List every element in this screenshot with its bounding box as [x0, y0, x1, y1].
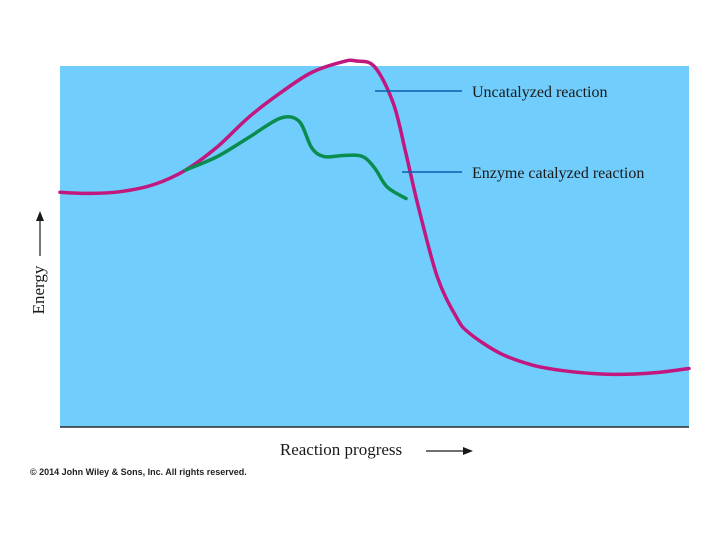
- y-axis-label: Energy: [29, 265, 48, 314]
- annotation-label-uncatalyzed: Uncatalyzed reaction: [472, 84, 607, 101]
- copyright-notice: © 2014 John Wiley & Sons, Inc. All right…: [30, 467, 247, 477]
- series-layer: [58, 58, 691, 377]
- x-axis-label: Reaction progress: [280, 440, 402, 459]
- right-arrow-icon: [426, 447, 473, 455]
- series-line-enzyme-catalyzed: [184, 115, 408, 201]
- up-arrow-icon: [36, 211, 44, 256]
- annotation-layer: Uncatalyzed reaction Enzyme catalyzed rea…: [375, 84, 644, 182]
- annotation-label-enzyme-catalyzed: Enzyme catalyzed reaction: [472, 165, 644, 182]
- plot-area: [60, 66, 689, 427]
